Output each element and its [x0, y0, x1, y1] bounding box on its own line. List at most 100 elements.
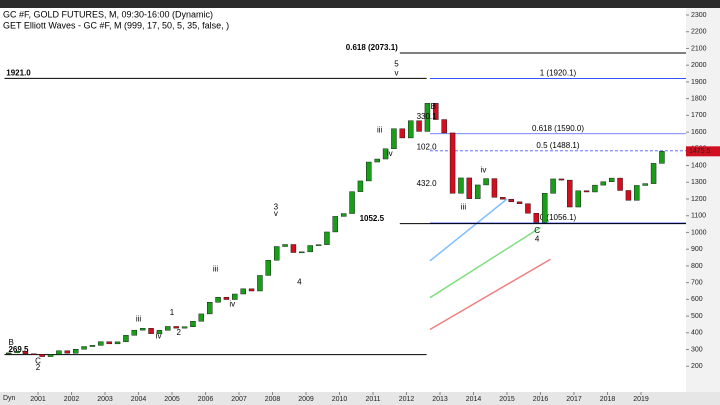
x-tick-label: 2002 — [64, 396, 80, 403]
candle — [190, 321, 196, 327]
candle — [64, 350, 71, 354]
candle — [240, 288, 246, 295]
candle — [14, 351, 20, 354]
wave-label: iii — [377, 126, 383, 135]
candle — [290, 244, 297, 253]
candle — [173, 326, 179, 329]
x-tick-label: 2004 — [131, 396, 147, 403]
candle — [642, 183, 648, 186]
guide-line — [429, 258, 551, 331]
candle — [592, 184, 598, 193]
candle — [299, 251, 305, 254]
y-tick-label: 1200 — [691, 196, 707, 203]
y-tick-label: 2200 — [691, 29, 707, 36]
y-tick-label: 2000 — [691, 62, 707, 69]
wave-label: v — [394, 69, 398, 78]
candle — [659, 151, 665, 164]
x-tick-label: 2017 — [566, 396, 582, 403]
candle — [533, 213, 540, 223]
guide-line — [429, 198, 508, 262]
y-tick-label: 1400 — [691, 162, 707, 169]
candle — [307, 245, 313, 253]
time-axis — [0, 392, 720, 405]
candle — [72, 349, 79, 354]
wave-label: C — [534, 226, 540, 235]
candle — [332, 216, 339, 233]
x-tick-label: 2010 — [332, 396, 348, 403]
candle — [198, 313, 205, 322]
toolbar — [0, 0, 720, 8]
candle — [232, 293, 238, 300]
candle — [324, 231, 330, 245]
candle — [223, 296, 230, 300]
candle — [265, 260, 272, 276]
y-tick-label: 1100 — [691, 213, 706, 220]
last-price: 1475.5 — [689, 148, 711, 155]
candle — [282, 244, 288, 247]
candle — [349, 191, 355, 214]
level-label: 0.618 (1590.0) — [532, 124, 584, 133]
candle — [148, 328, 154, 334]
wave-label: B — [431, 102, 436, 111]
candle — [56, 350, 62, 355]
candle — [516, 201, 523, 204]
level-label: 1921.0 — [6, 69, 31, 78]
candle — [550, 178, 556, 194]
x-tick-label: 2008 — [265, 396, 281, 403]
level-label: 0 (1056.1) — [540, 213, 577, 222]
y-tick-label: 400 — [691, 330, 703, 337]
candle — [123, 335, 129, 343]
level-label: 269.5 — [8, 345, 29, 354]
y-tick-label: 1000 — [691, 229, 707, 236]
wave-label: 3 — [274, 202, 279, 211]
level-label: 1052.5 — [360, 214, 385, 223]
candle — [441, 119, 447, 134]
wave-label: 1 — [170, 308, 175, 317]
candle — [215, 296, 221, 303]
x-tick-label: 2019 — [633, 396, 649, 403]
candle — [634, 185, 640, 201]
candle — [31, 353, 37, 355]
level-label: 0.618 (2073.1) — [346, 43, 398, 52]
x-tick-label: 2007 — [231, 396, 247, 403]
y-tick-label: 2300 — [691, 12, 707, 19]
candle — [206, 302, 213, 315]
candle — [508, 198, 514, 203]
candle — [491, 178, 498, 198]
x-tick-label: 2012 — [399, 396, 415, 403]
candle — [114, 341, 121, 345]
x-tick-label: 2006 — [198, 396, 214, 403]
x-tick-label: 2011 — [365, 396, 380, 403]
wave-label: 4 — [297, 278, 302, 287]
candle — [625, 190, 632, 201]
candle — [391, 128, 397, 150]
y-tick-label: 800 — [691, 263, 703, 270]
x-tick-label: 2018 — [600, 396, 616, 403]
candle — [416, 120, 422, 132]
candle — [273, 246, 280, 261]
price-axis — [686, 8, 720, 392]
last-price-tag — [686, 146, 720, 157]
wave-label: 2 — [36, 363, 41, 372]
x-tick-label: 2001 — [30, 396, 46, 403]
candle — [424, 103, 431, 132]
y-tick-label: 300 — [691, 346, 703, 353]
x-tick-label: 2003 — [97, 396, 113, 403]
candle — [248, 288, 255, 292]
candle — [525, 203, 531, 214]
candle — [433, 103, 439, 120]
candle — [39, 354, 45, 357]
x-tick-label: 2005 — [164, 396, 180, 403]
candle — [357, 180, 364, 192]
chart-title: GC #F, GOLD FUTURES, M, 09:30-16:00 (Dyn… — [3, 9, 213, 19]
candle — [558, 178, 565, 181]
candle — [458, 177, 464, 194]
level-label: 0.5 (1488.1) — [536, 141, 579, 150]
candle — [165, 326, 171, 331]
wave-label: 4 — [535, 234, 540, 243]
y-tick-label: 700 — [691, 279, 703, 286]
candle — [106, 341, 112, 345]
wave-label: v — [274, 209, 278, 218]
